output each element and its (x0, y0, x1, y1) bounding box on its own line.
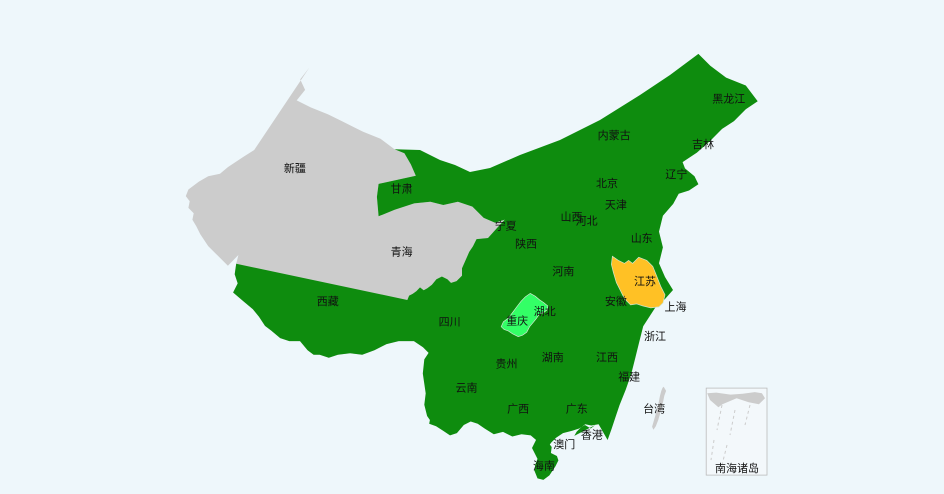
svg-text:内蒙古: 内蒙古 (598, 128, 631, 142)
svg-text:湖北: 湖北 (534, 305, 556, 318)
svg-text:香港: 香港 (581, 429, 603, 442)
svg-text:重庆: 重庆 (506, 314, 528, 328)
svg-text:上海: 上海 (665, 300, 687, 314)
svg-text:贵州: 贵州 (496, 357, 518, 370)
svg-text:青海: 青海 (391, 244, 413, 258)
svg-text:河北: 河北 (576, 214, 598, 227)
svg-text:云南: 云南 (456, 381, 478, 394)
svg-text:北京: 北京 (596, 176, 618, 190)
svg-text:辽宁: 辽宁 (665, 167, 687, 181)
svg-text:广西: 广西 (507, 403, 529, 416)
svg-text:河南: 河南 (552, 265, 574, 278)
svg-text:江西: 江西 (596, 351, 618, 364)
svg-text:海南: 海南 (533, 459, 555, 473)
svg-text:陕西: 陕西 (515, 236, 537, 250)
svg-text:江苏: 江苏 (634, 275, 656, 288)
svg-text:天津: 天津 (605, 198, 627, 211)
svg-text:台湾: 台湾 (643, 402, 665, 416)
svg-text:四川: 四川 (439, 317, 461, 329)
svg-text:浙江: 浙江 (644, 330, 666, 343)
svg-text:安徽: 安徽 (605, 294, 627, 308)
svg-text:甘肃: 甘肃 (391, 182, 413, 195)
svg-text:福建: 福建 (618, 370, 640, 384)
svg-text:吉林: 吉林 (692, 137, 714, 151)
svg-text:宁夏: 宁夏 (495, 219, 517, 233)
svg-text:湖南: 湖南 (542, 351, 564, 364)
svg-text:澳门: 澳门 (553, 437, 575, 451)
svg-text:新疆: 新疆 (284, 161, 306, 175)
svg-text:黑龙江: 黑龙江 (712, 93, 745, 106)
svg-text:西藏: 西藏 (317, 295, 339, 308)
svg-text:广东: 广东 (566, 403, 588, 416)
svg-text:南海诸岛: 南海诸岛 (715, 461, 759, 475)
svg-text:山东: 山东 (631, 232, 653, 245)
